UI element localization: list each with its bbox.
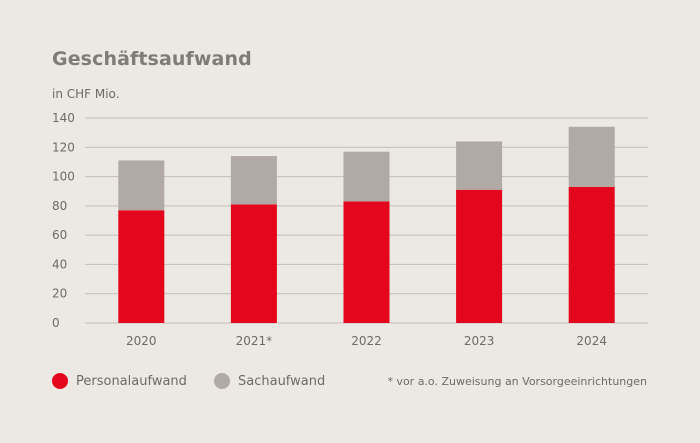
x-tick-label-4: 2024 (576, 334, 607, 348)
y-tick-label-140: 140 (52, 111, 75, 125)
x-tick-label-2: 2022 (351, 334, 382, 348)
legend-swatch-personalaufwand (52, 373, 68, 389)
legend-item-sachaufwand: Sachaufwand (214, 373, 325, 389)
y-tick-label-20: 20 (52, 287, 67, 301)
legend-item-personalaufwand: Personalaufwand (52, 373, 187, 389)
bar-sachaufwand-1 (230, 156, 277, 205)
y-tick-label-80: 80 (52, 199, 67, 213)
bar-personalaufwand-4 (568, 186, 615, 323)
y-tick-label-60: 60 (52, 228, 67, 242)
bar-personalaufwand-0 (118, 210, 165, 323)
bar-chart: 0 20 40 60 80 100 120 140 2020 2021* 2022 2023 2024 (52, 111, 648, 348)
legend: Personalaufwand Sachaufwand (0, 373, 700, 393)
bar-personalaufwand-1 (230, 204, 277, 323)
x-tick-label-3: 2023 (464, 334, 495, 348)
y-tick-label-0: 0 (52, 316, 60, 330)
x-tick-label-1: 2021* (236, 334, 273, 348)
bar-sachaufwand-0 (118, 160, 165, 211)
chart-title: Geschäftsaufwand (52, 48, 252, 70)
y-tick-label-100: 100 (52, 170, 75, 184)
legend-label-personalaufwand: Personalaufwand (76, 373, 187, 389)
bar-sachaufwand-4 (568, 126, 615, 187)
bar-sachaufwand-2 (343, 151, 390, 202)
bar-personalaufwand-2 (343, 201, 390, 323)
legend-swatch-sachaufwand (214, 373, 230, 389)
footnote: * vor a.o. Zuweisung an Vorsorgeeinricht… (387, 375, 647, 388)
x-tick-label-0: 2020 (126, 334, 157, 348)
legend-label-sachaufwand: Sachaufwand (238, 373, 326, 389)
y-tick-label-120: 120 (52, 140, 75, 154)
bar-personalaufwand-3 (456, 189, 503, 323)
y-tick-label-40: 40 (52, 257, 67, 271)
y-axis-label: in CHF Mio. (52, 87, 120, 101)
bar-sachaufwand-3 (456, 141, 503, 190)
